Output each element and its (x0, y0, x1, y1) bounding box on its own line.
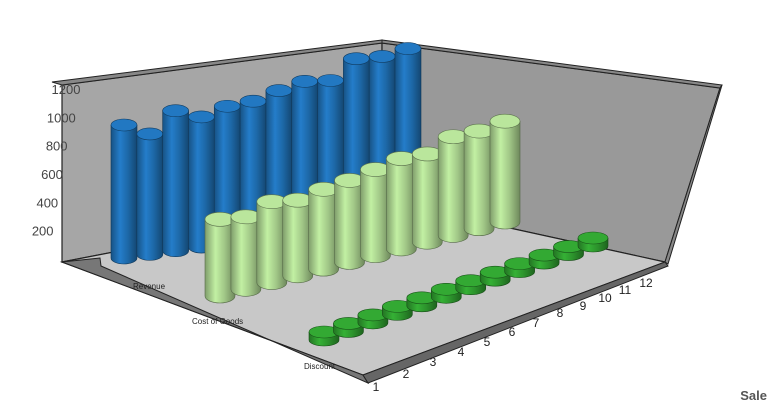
bar (110, 118, 138, 265)
bar (489, 113, 521, 230)
bar (411, 146, 443, 250)
chart-title: Sale (740, 388, 767, 403)
bar (357, 308, 389, 330)
series-label: Cost of Goods (192, 317, 243, 326)
bar (162, 104, 189, 258)
bar (360, 162, 391, 263)
bar (204, 212, 236, 304)
row-labels: Revenue Cost of Goods Discount (133, 282, 336, 371)
x-tick-label: 3 (430, 355, 437, 369)
bar (437, 129, 469, 243)
bars (110, 42, 609, 347)
y-tick-label: 800 (46, 139, 68, 154)
x-tick-label: 9 (580, 299, 587, 313)
y-tick-label: 1000 (47, 110, 76, 125)
y-axis: 200 400 600 800 1000 1200 (32, 82, 81, 239)
bar (504, 257, 535, 278)
x-tick-label: 5 (484, 335, 491, 349)
x-tick-label: 4 (458, 345, 465, 359)
y-tick-label: 400 (36, 195, 58, 210)
x-tick-label: 6 (509, 325, 516, 339)
bar (430, 282, 462, 304)
bar (282, 192, 314, 284)
bar (463, 123, 495, 236)
bar (406, 291, 438, 313)
series-2 (204, 113, 521, 304)
y-tick-label: 1200 (52, 82, 81, 97)
right-wall-side-edge (664, 84, 723, 265)
bar (455, 274, 487, 295)
series-3 (308, 231, 609, 347)
x-tick-label: 2 (403, 367, 410, 381)
bar (136, 127, 164, 261)
bar (230, 209, 262, 297)
y-tick-label: 600 (41, 167, 63, 182)
x-tick-label: 12 (639, 276, 653, 290)
x-tick-label: 11 (619, 283, 632, 297)
y-tick-label: 200 (32, 224, 54, 239)
x-tick-label: 1 (373, 380, 380, 394)
bar (577, 231, 609, 253)
x-tick-label: 8 (557, 306, 564, 320)
x-tick-label: 10 (598, 291, 612, 305)
bar (256, 194, 288, 290)
bar (308, 181, 339, 277)
bar (553, 240, 584, 261)
bar (333, 317, 364, 338)
x-tick-label: 7 (533, 316, 540, 330)
bar (528, 248, 560, 270)
bar (479, 265, 511, 287)
series-label: Discount (304, 362, 336, 371)
bar (382, 300, 413, 321)
bar (386, 151, 417, 257)
series-label: Revenue (133, 282, 166, 291)
floor-right-edge (362, 261, 669, 384)
bar (308, 325, 340, 347)
bar (334, 173, 365, 270)
